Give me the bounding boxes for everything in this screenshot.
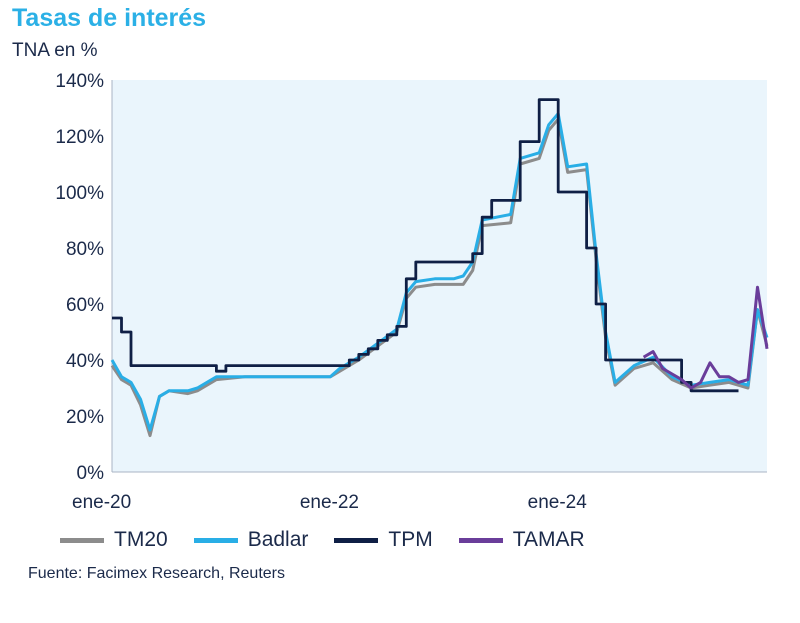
- x-tick-label: ene-20: [72, 492, 131, 513]
- y-tick-labels: 0% 20% 40% 60% 80% 100% 120% 140%: [55, 71, 104, 484]
- plot-area: [112, 80, 767, 472]
- legend-item-tm20: TM20: [60, 528, 168, 552]
- series-line-tpm: [112, 98, 739, 393]
- y-tick-label: 80%: [66, 239, 104, 260]
- x-tick-label: ene-22: [300, 492, 359, 513]
- legend-label-tpm: TPM: [388, 528, 433, 551]
- legend-item-tamar: TAMAR: [458, 528, 585, 552]
- y-axis-label: TNA en %: [12, 40, 98, 61]
- y-tick-label: 40%: [66, 351, 104, 372]
- y-tick-label: 100%: [55, 183, 104, 204]
- series-line-tm20: [110, 117, 769, 438]
- series-line-tamar: [642, 285, 769, 390]
- legend-swatch-tm20: [60, 537, 104, 543]
- legend-label-tamar: TAMAR: [512, 528, 585, 551]
- legend-item-badlar: Badlar: [193, 528, 309, 552]
- chart-title: Tasas de interés: [12, 4, 207, 32]
- legend: TM20 Badlar TPM TAMAR: [60, 528, 611, 552]
- source-note: Fuente: Facimex Research, Reuters: [28, 565, 285, 582]
- y-tick-label: 140%: [55, 71, 104, 92]
- y-tick-label: 120%: [55, 127, 104, 148]
- x-tick-label: ene-24: [528, 492, 588, 513]
- series-lines: [110, 98, 769, 438]
- x-tick-labels: ene-20 ene-22 ene-24: [72, 492, 587, 513]
- y-tick-label: 20%: [66, 407, 104, 428]
- y-tick-label: 0%: [77, 463, 105, 484]
- legend-label-tm20: TM20: [114, 528, 168, 551]
- legend-swatch-tpm: [334, 537, 379, 543]
- legend-swatch-badlar: [193, 537, 238, 543]
- legend-swatch-tamar: [458, 537, 503, 543]
- y-tick-label: 60%: [66, 295, 104, 316]
- legend-item-tpm: TPM: [334, 528, 433, 552]
- legend-label-badlar: Badlar: [247, 528, 309, 551]
